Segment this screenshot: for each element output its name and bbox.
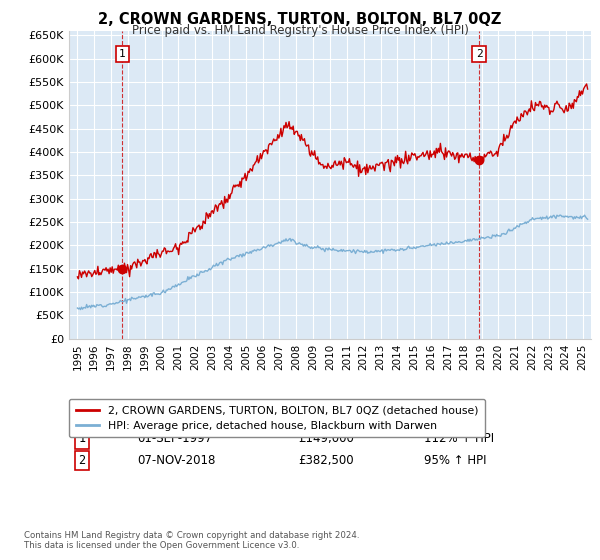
Text: £382,500: £382,500 xyxy=(299,454,355,467)
Text: Contains HM Land Registry data © Crown copyright and database right 2024.
This d: Contains HM Land Registry data © Crown c… xyxy=(24,530,359,550)
Text: 95% ↑ HPI: 95% ↑ HPI xyxy=(424,454,487,467)
Text: 112% ↑ HPI: 112% ↑ HPI xyxy=(424,432,494,445)
Text: 2: 2 xyxy=(79,454,86,467)
Text: 01-SEP-1997: 01-SEP-1997 xyxy=(137,432,212,445)
Text: 1: 1 xyxy=(119,49,126,59)
Text: £149,000: £149,000 xyxy=(299,432,355,445)
Text: 1: 1 xyxy=(79,432,86,445)
Text: Price paid vs. HM Land Registry's House Price Index (HPI): Price paid vs. HM Land Registry's House … xyxy=(131,24,469,36)
Text: 07-NOV-2018: 07-NOV-2018 xyxy=(137,454,215,467)
Text: 2, CROWN GARDENS, TURTON, BOLTON, BL7 0QZ: 2, CROWN GARDENS, TURTON, BOLTON, BL7 0Q… xyxy=(98,12,502,27)
Text: 2: 2 xyxy=(476,49,482,59)
Legend: 2, CROWN GARDENS, TURTON, BOLTON, BL7 0QZ (detached house), HPI: Average price, : 2, CROWN GARDENS, TURTON, BOLTON, BL7 0Q… xyxy=(69,399,485,437)
